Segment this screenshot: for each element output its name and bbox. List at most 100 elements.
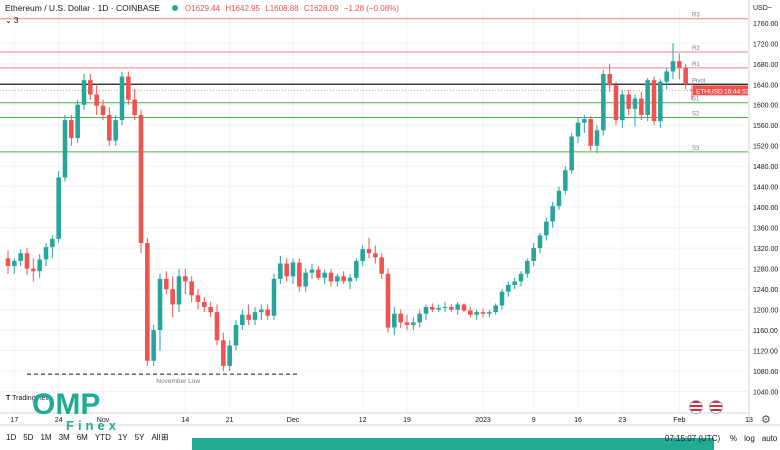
x-tick-label: 14 xyxy=(181,417,189,424)
x-tick-label: 17 xyxy=(10,417,18,424)
watermark-text: TradingView xyxy=(12,395,51,402)
candle-body xyxy=(518,273,524,282)
candle xyxy=(252,307,258,325)
candle xyxy=(145,237,150,366)
us-flag-icon[interactable] xyxy=(689,400,703,414)
timeframe-3m[interactable]: 3M xyxy=(58,433,70,442)
candle-body xyxy=(594,130,600,146)
candle-body xyxy=(645,80,650,115)
timeframe-all[interactable]: All xyxy=(151,433,161,442)
price-tag-symbol: ETHUSD xyxy=(696,88,723,95)
candle-body xyxy=(341,276,346,282)
percent-toggle[interactable]: % xyxy=(730,434,738,443)
candle xyxy=(322,269,327,284)
candle xyxy=(31,258,36,282)
candle-body xyxy=(392,313,397,328)
candle-body xyxy=(683,67,688,85)
candle-body xyxy=(265,309,270,316)
candle-body xyxy=(24,253,30,269)
candle xyxy=(354,258,359,282)
timeframe-1y[interactable]: 1Y xyxy=(117,433,128,442)
y-tick-label: 1320.00 xyxy=(753,246,778,253)
candle-body xyxy=(62,120,68,178)
candle xyxy=(107,107,112,146)
auto-toggle[interactable]: auto xyxy=(761,434,778,443)
candle xyxy=(88,74,93,100)
candle xyxy=(645,78,650,122)
candle-body xyxy=(607,74,612,86)
candle xyxy=(113,114,118,146)
candle xyxy=(512,277,517,290)
candle xyxy=(195,289,201,310)
candle xyxy=(449,304,454,313)
candle-body xyxy=(94,94,99,106)
date-range-icon[interactable]: ⊞ xyxy=(161,432,169,442)
gear-icon[interactable]: ⚙ xyxy=(761,414,771,426)
candle xyxy=(347,273,353,290)
candle-body xyxy=(651,80,657,122)
x-tick-label: Nov xyxy=(97,417,110,424)
candle xyxy=(335,273,340,287)
candle-body xyxy=(233,324,239,346)
x-tick-label: Feb xyxy=(673,417,685,424)
clock-readout[interactable]: 07:15:07 (UTC) xyxy=(665,434,721,443)
timeframe-5y[interactable]: 5Y xyxy=(134,433,145,442)
candle-body xyxy=(626,94,631,109)
us-flag-icon-2[interactable] xyxy=(709,400,723,414)
candle xyxy=(75,99,80,144)
candle-body xyxy=(588,119,593,146)
candle-body xyxy=(385,273,391,328)
symbol-title[interactable]: Ethereum / U.S. Dollar · 1D · COINBASE xyxy=(5,3,160,13)
candle xyxy=(62,114,68,182)
timeframe-6m[interactable]: 6M xyxy=(76,433,88,442)
candle xyxy=(373,245,378,264)
candle-body xyxy=(145,243,150,361)
chevron-down-icon: ⌄ xyxy=(5,16,12,25)
price-tag-bg xyxy=(693,85,748,96)
candle-body xyxy=(354,260,359,278)
timeframe-1m[interactable]: 1M xyxy=(40,433,52,442)
candle-body xyxy=(138,114,144,244)
y-tick-label: 1440.00 xyxy=(753,185,778,192)
timeframe-1d[interactable]: 1D xyxy=(6,433,17,442)
candle-body xyxy=(632,98,638,109)
x-tick-label: 16 xyxy=(574,417,582,424)
candle xyxy=(404,314,410,331)
candle-body xyxy=(69,120,74,139)
timeframe-5d[interactable]: 5D xyxy=(23,433,34,442)
x-tick-label: 9 xyxy=(532,417,536,424)
candle xyxy=(677,53,682,80)
y-tick-label: 1240.00 xyxy=(753,287,778,294)
y-tick-label: 1480.00 xyxy=(753,164,778,171)
candle xyxy=(176,268,182,313)
candle xyxy=(683,63,688,90)
candle-body xyxy=(664,71,669,82)
candle xyxy=(537,232,543,254)
candle-body xyxy=(512,281,517,285)
ohlc-values: O1629.44 H1642.95 L1608.88 C1628.09 −1.2… xyxy=(185,4,402,13)
candle-body xyxy=(195,295,201,302)
candle xyxy=(556,186,562,210)
candle xyxy=(575,117,581,144)
candle-body xyxy=(81,80,87,105)
candle-body xyxy=(37,259,42,272)
candle-body xyxy=(411,322,416,325)
candle-body xyxy=(100,105,106,115)
log-toggle[interactable]: log xyxy=(744,434,755,443)
legend: Ethereum / U.S. Dollar · 1D · COINBASE O… xyxy=(5,3,402,13)
candle xyxy=(658,79,663,128)
timeframe-ytd[interactable]: YTD xyxy=(94,433,111,442)
candle-body xyxy=(487,312,492,314)
candle xyxy=(601,69,606,136)
indicator-toggle[interactable]: ⌄ 3 xyxy=(5,16,18,25)
timeframe-bar: 1D 5D 1M 3M 6M YTD 1Y 5Y All xyxy=(6,433,167,442)
candle xyxy=(246,304,251,325)
candle-body xyxy=(537,235,543,249)
candle xyxy=(233,319,239,351)
candle-body xyxy=(582,119,587,123)
candle-body xyxy=(398,313,403,323)
candle-body xyxy=(556,190,562,207)
candle xyxy=(582,114,587,133)
